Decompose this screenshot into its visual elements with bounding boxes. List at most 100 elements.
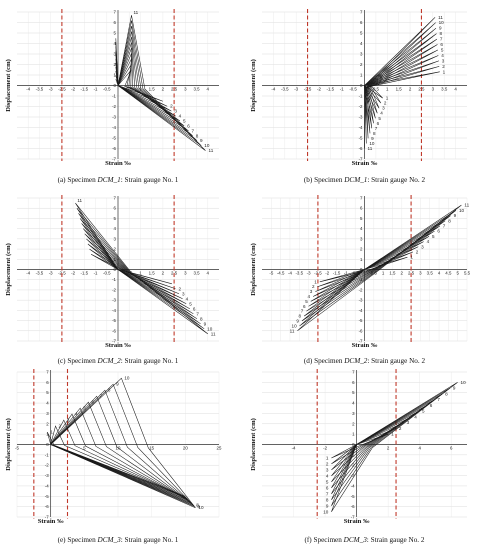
chart-panel-b: -4-3.5-3-2.5-2-1.5-1-0.50.511.522.533.54… <box>250 9 467 184</box>
series-line-cycle-2 <box>50 425 187 498</box>
cycle-label-lower: 10 <box>323 509 329 514</box>
y-tick-label: 3 <box>360 52 363 57</box>
x-tick-label: -4.5 <box>277 271 285 276</box>
y-tick-label: 7 <box>114 10 117 15</box>
y-tick-label: -6 <box>359 146 363 151</box>
cycle-label-lower: 9 <box>296 318 299 323</box>
series-line-cycle-2 <box>89 248 176 290</box>
x-tick-label: -3 <box>307 271 311 276</box>
cycle-label-lower: 6 <box>377 121 380 126</box>
y-tick-label: -2 <box>351 463 355 468</box>
x-tick-label: 0.5 <box>126 87 133 92</box>
y-tick-label: 2 <box>360 247 363 252</box>
caption-specimen: DCM_1 <box>97 176 121 184</box>
cycle-label: 5 <box>432 234 435 239</box>
panel-caption: (c) Specimen DCM_2: Strain gauge No. 1 <box>58 357 179 365</box>
cycle-label: 9 <box>453 386 456 391</box>
y-tick-label: 1 <box>352 432 355 437</box>
x-tick-label: -2 <box>71 271 75 276</box>
series-line-cycle-5 <box>84 233 187 305</box>
x-tick-label: 4.5 <box>445 271 452 276</box>
x-tick-label: 2 <box>409 87 412 92</box>
cycle-label: 2 <box>442 64 445 69</box>
series-line-cycle-6 <box>50 401 192 503</box>
y-tick-label: -7 <box>112 339 116 344</box>
cycle-label: 2 <box>59 424 62 429</box>
y-tick-label: 7 <box>352 370 355 375</box>
chart-panel-c: -4-3.5-3-2.5-2-1.5-1-0.50.511.522.533.54… <box>5 195 219 365</box>
cycle-label: 2 <box>178 286 181 291</box>
caption-prefix: (b) Specimen <box>304 176 344 184</box>
x-tick-label: 0.5 <box>373 87 380 92</box>
y-tick-label: -4 <box>112 125 116 130</box>
caption-suffix: : Strain gauge No. 1 <box>121 357 179 365</box>
series-line-cycle-7 <box>331 399 435 495</box>
x-tick-label: 3.5 <box>427 271 434 276</box>
y-tick-label: -3 <box>351 473 355 478</box>
cycle-label: 1 <box>443 69 446 74</box>
y-tick-label: -2 <box>359 287 363 292</box>
series-line-cycle-6 <box>331 405 427 489</box>
panel-caption: (d) Specimen DCM_2: Strain gauge No. 2 <box>304 357 426 365</box>
cycle-label-lower: 10 <box>292 323 298 328</box>
y-tick-label: -5 <box>112 136 116 141</box>
cycle-label: 7 <box>100 394 103 399</box>
cycle-label: 3 <box>67 418 70 423</box>
cycle-label-lower: 9 <box>326 503 329 508</box>
y-tick-label: -2 <box>112 287 116 292</box>
y-tick-label: -1 <box>112 277 116 282</box>
cycle-label-lower: 6 <box>303 304 306 309</box>
series-line-cycle-11 <box>364 17 436 149</box>
y-tick-label: 2 <box>352 421 355 426</box>
cycle-label: 8 <box>200 316 203 321</box>
cycle-label: 11 <box>464 203 469 208</box>
y-tick-label: 5 <box>114 31 117 36</box>
cycle-label-lower: 8 <box>373 131 376 136</box>
cycle-label-lower: 1 <box>386 96 389 101</box>
y-tick-label: 4 <box>352 401 355 406</box>
caption-specimen: DCM_2 <box>343 357 368 365</box>
x-tick-label: 3.5 <box>194 87 201 92</box>
y-axis-title: Displacement (cm) <box>250 243 257 296</box>
y-tick-label: -7 <box>351 515 355 520</box>
y-tick-label: -2 <box>45 463 49 468</box>
x-axis-title: Strain ‰ <box>352 160 378 167</box>
cycle-label: 3 <box>407 420 410 425</box>
y-tick-label: 0 <box>360 83 363 88</box>
cycle-label: 6 <box>437 229 440 234</box>
cycle-label-lower: 11 <box>368 146 373 151</box>
y-tick-label: -6 <box>112 328 116 333</box>
series-line-cycle-4 <box>50 413 189 501</box>
x-tick-label: -1.5 <box>333 271 341 276</box>
x-tick-label: 1 <box>382 271 385 276</box>
x-tick-label: 3.5 <box>441 87 448 92</box>
x-tick-label: 1.5 <box>389 271 396 276</box>
cycle-label: 2 <box>399 426 402 431</box>
x-tick-label: -0.5 <box>103 271 111 276</box>
y-tick-label: 3 <box>114 52 117 57</box>
chart-panel-a: -4-3.5-3-2.5-2-1.5-1-0.50.511.522.533.54… <box>5 9 219 184</box>
x-axis-title: Strain ‰ <box>352 342 378 349</box>
chart-panel-f: -4 -2 2 4 6-7-6-5-4-3-2-10123456712345678910… <box>250 369 467 544</box>
x-tick-label: 3 <box>419 271 422 276</box>
cycle-label: 7 <box>440 37 443 42</box>
caption-suffix: : Strain gauge No. 1 <box>121 536 179 544</box>
x-tick-label: -2 <box>71 87 75 92</box>
y-tick-label: 6 <box>360 206 363 211</box>
y-tick-label: -3 <box>112 298 116 303</box>
panel-caption: (a) Specimen DCM_1: Strain gauge No. 1 <box>58 176 179 184</box>
y-tick-label: 1 <box>360 73 363 78</box>
cycle-label-lower: 4 <box>308 294 311 299</box>
panel-caption: (b) Specimen DCM_1: Strain gauge No. 2 <box>304 176 426 184</box>
y-tick-label: -1 <box>112 94 116 99</box>
y-tick-label: -6 <box>112 146 116 151</box>
cycle-label: 3 <box>442 58 445 63</box>
y-tick-label: -3 <box>359 298 363 303</box>
y-tick-label: 7 <box>360 10 363 15</box>
cycle-label-lower: 7 <box>375 126 378 131</box>
series-line-cycle-10 <box>299 210 457 327</box>
cycle-label: 9 <box>200 138 203 143</box>
y-tick-label: 2 <box>360 62 363 67</box>
cycle-label: 1 <box>391 432 394 437</box>
x-tick-label: -0.5 <box>103 87 111 92</box>
